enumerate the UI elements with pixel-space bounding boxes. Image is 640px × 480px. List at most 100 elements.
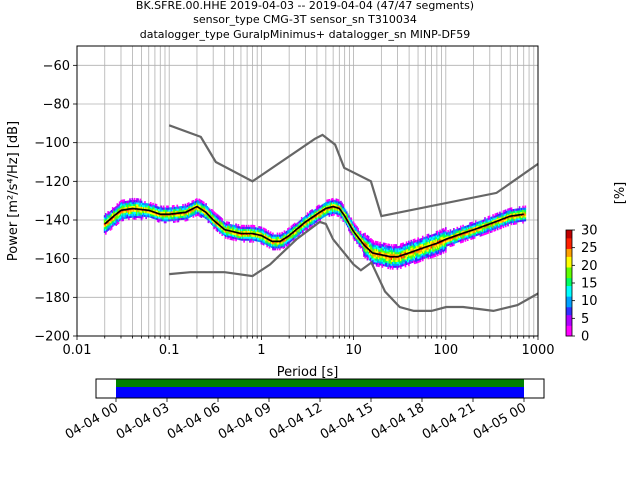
pdf-cell	[213, 217, 215, 220]
pdf-cell	[464, 227, 467, 231]
pdf-cell	[260, 240, 263, 243]
pdf-cell	[106, 217, 108, 221]
pdf-cell	[222, 232, 225, 236]
pdf-cell	[147, 205, 150, 208]
pdf-cell	[403, 255, 406, 259]
pdf-cell	[471, 223, 474, 226]
pdf-cell	[270, 235, 273, 239]
pdf-cell	[283, 241, 286, 245]
pdf-cell	[193, 212, 196, 216]
pdf-cell	[373, 242, 376, 245]
x-tick-label: 1	[257, 343, 265, 358]
pdf-cell	[126, 204, 129, 207]
pdf-cell	[260, 226, 263, 229]
pdf-cell	[144, 204, 146, 208]
pdf-cell	[103, 230, 106, 233]
pdf-cell	[268, 232, 271, 236]
pdf-cell	[438, 243, 440, 246]
pdf-cell	[336, 202, 339, 206]
pdf-cell	[317, 218, 319, 222]
pdf-cell	[456, 236, 459, 239]
pdf-cell	[442, 251, 445, 254]
pdf-cell	[502, 219, 505, 223]
pdf-cell	[506, 212, 508, 216]
pdf-cell	[319, 205, 322, 209]
pdf-cell	[510, 217, 513, 220]
pdf-cell	[426, 237, 429, 241]
pdf-cell	[281, 243, 283, 246]
pdf-cell	[408, 256, 410, 259]
pdf-cell	[443, 235, 446, 238]
pdf-cell	[111, 220, 114, 223]
pdf-cell	[124, 206, 127, 210]
pdf-cell	[470, 222, 472, 225]
pdf-cell	[118, 209, 121, 212]
pdf-cell	[461, 240, 463, 243]
pdf-cell	[117, 221, 120, 225]
pdf-cell	[274, 246, 277, 249]
pdf-cell	[424, 236, 426, 240]
pdf-cell	[118, 207, 121, 210]
pdf-cell	[128, 212, 130, 215]
pdf-cell	[509, 219, 512, 222]
pdf-cell	[181, 217, 183, 220]
pdf-cell	[318, 216, 320, 219]
pdf-cell	[310, 221, 312, 224]
pdf-cell	[366, 234, 369, 238]
pdf-cell	[434, 254, 437, 257]
pdf-cell	[176, 218, 179, 221]
colorbar-cell	[566, 277, 572, 281]
pdf-cell	[304, 223, 307, 227]
x-tick-label: 10	[345, 343, 362, 358]
pdf-cell	[208, 210, 211, 213]
pdf-cell	[160, 205, 162, 208]
pdf-cell	[334, 207, 336, 211]
pdf-cell	[364, 248, 366, 251]
pdf-cell	[116, 205, 119, 208]
pdf-cell	[418, 258, 421, 261]
pdf-cell	[434, 235, 437, 238]
pdf-cell	[340, 204, 342, 208]
pdf-cell	[239, 226, 242, 229]
pdf-cell	[418, 250, 421, 253]
pdf-cell	[224, 226, 227, 230]
pdf-cell	[413, 259, 416, 263]
colorbar-cell	[566, 259, 572, 263]
pdf-cell	[245, 230, 248, 233]
colorbar-cell	[566, 320, 572, 324]
pdf-cell	[219, 227, 221, 231]
pdf-cell	[427, 253, 430, 256]
pdf-cell	[421, 239, 424, 242]
pdf-cell	[167, 207, 169, 210]
pdf-cell	[349, 221, 351, 224]
pdf-cell	[373, 254, 376, 257]
pdf-cell	[470, 227, 472, 231]
pdf-cell	[179, 213, 182, 217]
pdf-cell	[446, 232, 448, 235]
pdf-cell	[326, 203, 328, 206]
pdf-cell	[121, 217, 123, 220]
pdf-cell	[375, 242, 378, 246]
pdf-cell	[436, 253, 439, 257]
pdf-cell	[443, 233, 446, 236]
pdf-cell	[238, 237, 241, 241]
pdf-cell	[502, 210, 505, 213]
pdf-cell	[113, 219, 115, 222]
pdf-cell	[424, 244, 426, 247]
pdf-cell	[207, 207, 210, 210]
time-tick-label: 04-05 00	[471, 400, 529, 442]
pdf-cell	[336, 214, 339, 217]
pdf-cell	[312, 212, 315, 215]
pdf-cell	[274, 248, 277, 251]
pdf-cell	[289, 240, 292, 243]
pdf-cell	[487, 225, 490, 228]
pdf-cell	[443, 237, 446, 240]
pdf-cell	[382, 248, 385, 251]
pdf-cell	[208, 216, 211, 219]
pdf-cell	[328, 198, 331, 202]
pdf-cell	[479, 228, 482, 231]
pdf-cell	[372, 249, 375, 253]
pdf-cell	[214, 223, 217, 227]
pdf-cell	[459, 227, 462, 230]
pdf-cell	[280, 234, 282, 237]
